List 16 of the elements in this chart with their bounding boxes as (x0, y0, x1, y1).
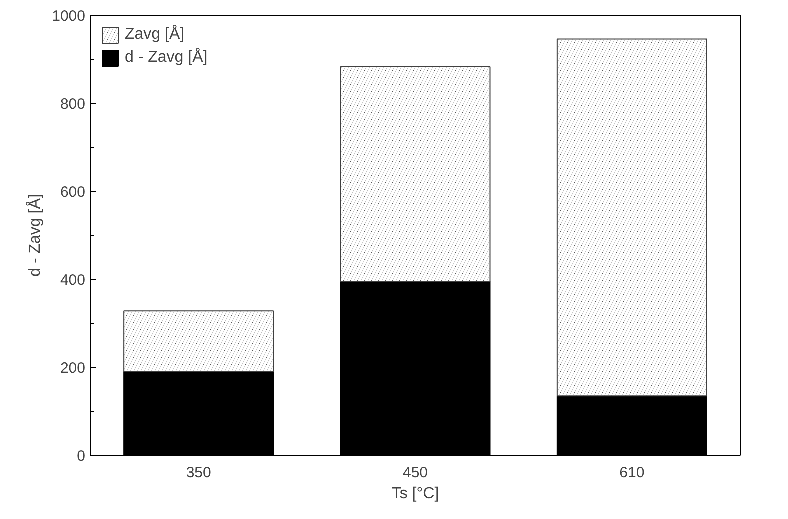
x-tick-label: 350 (186, 464, 212, 482)
y-tick-label: 600 (60, 184, 86, 201)
x-tick-label: 610 (620, 464, 645, 482)
x-tick-label: 450 (402, 464, 428, 482)
y-tick-label: 200 (60, 360, 86, 377)
y-tick-label: 1000 (52, 8, 86, 25)
y-tick-label: 400 (60, 272, 86, 289)
legend-label: Zavg [Å] (125, 26, 185, 44)
y-axis-title: d - Zavg [Å] (26, 194, 44, 277)
y-tick-label: 0 (77, 448, 86, 465)
legend-label: d - Zavg [Å] (125, 49, 208, 67)
x-axis-title: Ts [°C] (392, 486, 440, 502)
bar (340, 281, 491, 456)
bar (556, 396, 708, 456)
y-tick-label: 800 (60, 96, 86, 113)
bar (124, 371, 274, 456)
